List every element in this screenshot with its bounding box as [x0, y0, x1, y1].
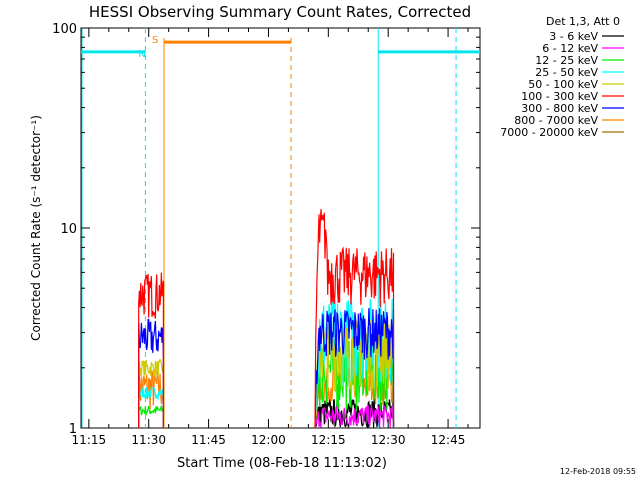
- series-line: [314, 398, 395, 429]
- series-line: [138, 318, 164, 428]
- legend-entry-label: 12 - 25 keV: [535, 54, 598, 67]
- y-axis-label: Corrected Count Rate (s⁻¹ detector⁻¹): [29, 115, 43, 341]
- legend-entry-label: 6 - 12 keV: [542, 42, 598, 55]
- series-line: [314, 405, 395, 429]
- legend-entry-label: 3 - 6 keV: [549, 30, 598, 43]
- x-tick-label: 11:30: [131, 433, 166, 447]
- x-tick-label: 12:30: [371, 433, 406, 447]
- series-line: [314, 209, 395, 429]
- legend-entry-label: 7000 - 20000 keV: [500, 126, 598, 139]
- legend-entry-label: 25 - 50 keV: [535, 66, 598, 79]
- data-layer: NS: [81, 28, 480, 429]
- series-line: [138, 358, 164, 428]
- y-tick-label: 100: [52, 22, 77, 37]
- night-label: N: [138, 49, 145, 60]
- legend-entry-label: 100 - 300 keV: [521, 90, 598, 103]
- x-tick-label: 12:15: [311, 433, 346, 447]
- series-line: [138, 405, 164, 428]
- series-line: [314, 308, 395, 429]
- series-line: [138, 272, 164, 428]
- y-tick-label: 1: [69, 422, 77, 437]
- legend-entry-label: 50 - 100 keV: [528, 78, 598, 91]
- legend-entry-label: 300 - 800 keV: [521, 102, 598, 115]
- series-line: [138, 386, 164, 428]
- x-tick-label: 12:45: [431, 433, 466, 447]
- y-tick-label: 10: [60, 222, 77, 237]
- x-tick-label: 11:15: [72, 433, 107, 447]
- chart-title: HESSI Observing Summary Count Rates, Cor…: [89, 3, 471, 21]
- x-tick-label: 12:00: [251, 433, 286, 447]
- x-axis-label: Start Time (08-Feb-18 11:13:02): [177, 456, 387, 471]
- saa-label: S: [152, 35, 158, 46]
- footer-timestamp: 12-Feb-2018 09:55: [560, 467, 636, 476]
- legend-title: Det 1,3, Att 0: [546, 15, 620, 28]
- x-tick-label: 11:45: [191, 433, 226, 447]
- axis-layer: 11:15 11:30 11:45 12:00 12:15 12:30 12:45 1 10 10…: [52, 22, 480, 447]
- legend-entry-label: 800 - 7000 keV: [514, 114, 598, 127]
